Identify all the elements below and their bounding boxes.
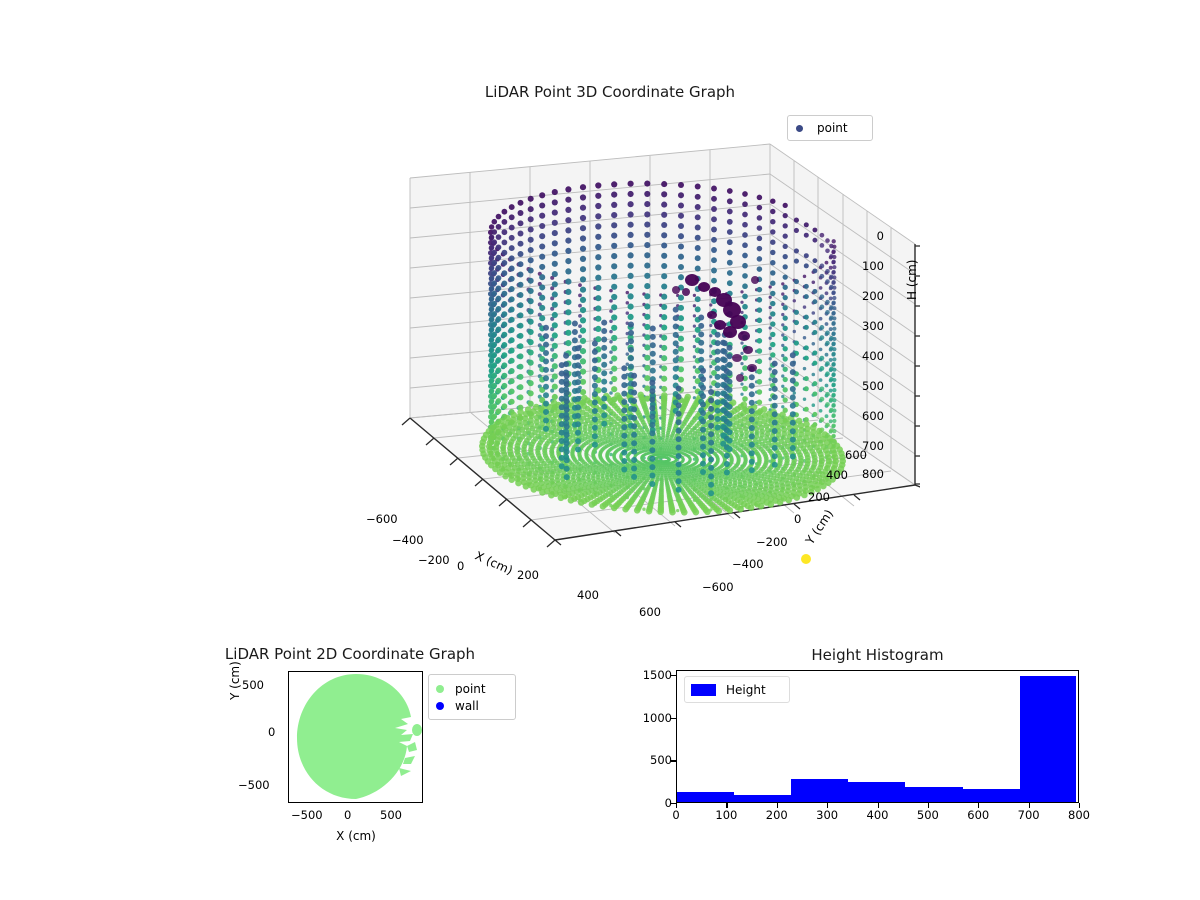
plot2d-axes[interactable]: [288, 671, 423, 803]
histogram-y-tickmark: [671, 675, 676, 677]
plot2d-x-tick-0: 0: [344, 808, 352, 822]
legend-entry-point: point: [436, 680, 508, 697]
plot2d-x-tick-m500: −500: [291, 808, 323, 822]
histogram-x-tick: 600: [967, 808, 990, 822]
histogram-bar: [791, 779, 849, 802]
histogram-x-tickmark: [927, 803, 930, 808]
plot3d-x-tick-0: −600: [366, 512, 398, 526]
legend-point-label: point: [455, 681, 486, 696]
histogram-x-tick: 400: [866, 808, 889, 822]
histogram-y-tick: 0: [664, 796, 672, 810]
plot2d-x-tick-500: 500: [380, 808, 402, 822]
plot3d-y-tick-4: −200: [756, 535, 788, 549]
histogram-x-tickmark: [1079, 803, 1081, 808]
plot3d-title: LiDAR Point 3D Coordinate Graph: [484, 83, 736, 101]
plot3d-y-tick-0: 600: [845, 448, 867, 462]
plot3d-canvas: [401, 143, 920, 564]
legend-point-marker-icon: [796, 124, 803, 132]
histogram-bar: [677, 791, 734, 802]
histogram-x-tick: 0: [672, 808, 680, 822]
histogram-y-tickmark: [671, 760, 676, 762]
plot3d-y-tick-1: 400: [826, 468, 848, 482]
histogram-x-tick: 500: [916, 808, 939, 822]
plot2d-y-axis-label: Y (cm): [228, 661, 242, 700]
histogram-title: Height Histogram: [811, 646, 944, 664]
legend-point-marker-icon: [436, 684, 444, 693]
histogram-bar: [905, 786, 963, 802]
histogram-x-tickmark: [827, 803, 829, 808]
plot2d-title: LiDAR Point 2D Coordinate Graph: [224, 645, 476, 663]
histogram-bar: [962, 789, 1020, 802]
histogram-x-tickmark: [877, 803, 879, 808]
plot3d-x-tick-1: −400: [392, 533, 424, 547]
legend-point-label: point: [817, 121, 848, 135]
histogram-y-tickmark: [671, 803, 676, 805]
histogram-y-tick: 500: [650, 753, 672, 768]
histogram-y-tick: 1500: [642, 668, 672, 683]
plot2d-point-cloud: [297, 674, 422, 799]
plot3d-legend: point: [787, 115, 873, 141]
plot3d-y-tick-5: −400: [732, 557, 764, 571]
histogram-x-tick: 300: [816, 808, 839, 822]
histogram-x-tickmark: [676, 803, 678, 808]
histogram-legend: Height: [684, 676, 790, 703]
plot3d-x-tick-5: 400: [577, 588, 599, 602]
plot2d-y-tick-0: 0: [268, 725, 276, 739]
legend-height-patch-icon: [691, 683, 716, 696]
histogram-x-tickmark: [776, 803, 778, 808]
plot3d-x-tick-3: 0: [457, 559, 465, 573]
histogram-bar: [733, 795, 792, 802]
histogram-x-tick: 700: [1017, 808, 1040, 822]
plot3d-x-tick-6: 600: [639, 605, 661, 619]
legend-entry-wall: wall: [436, 697, 508, 714]
histogram-bars: [677, 671, 1078, 802]
histogram-x-tick: 800: [1068, 808, 1090, 822]
plot3d-y-tick-2: 200: [808, 490, 830, 504]
plot2d-legend: point wall: [428, 674, 516, 720]
histogram-y-tickmark: [671, 717, 676, 719]
plot3d-point-cloud: [479, 180, 846, 516]
plot2d-y-tick-500: 500: [242, 678, 264, 692]
histogram-x-tick: 100: [715, 808, 738, 822]
histogram-x-tickmark: [726, 803, 728, 808]
legend-height-label: Height: [726, 682, 766, 697]
histogram-x-tick: 200: [765, 808, 788, 822]
plot2d-y-tick-m500: −500: [238, 778, 270, 792]
outlier-point: [801, 554, 811, 564]
histogram-x-tickmark: [1028, 803, 1030, 808]
legend-wall-marker-icon: [436, 701, 444, 710]
histogram-bar: [848, 782, 906, 802]
legend-wall-label: wall: [455, 698, 479, 713]
plot3d-h-axis-label: H (cm): [905, 259, 919, 301]
plot3d-x-tick-2: −200: [418, 553, 450, 567]
plot3d-y-tick-6: −600: [702, 580, 734, 594]
plot3d-x-tick-4: 200: [517, 568, 539, 582]
plot2d-x-axis-label: X (cm): [336, 829, 376, 843]
histogram-x-tickmark: [978, 803, 980, 808]
plot3d-y-tick-3: 0: [794, 512, 802, 526]
plot3d-axes[interactable]: [300, 140, 920, 630]
histogram-y-tick: 1000: [642, 710, 672, 725]
histogram-bar: [1019, 675, 1077, 802]
